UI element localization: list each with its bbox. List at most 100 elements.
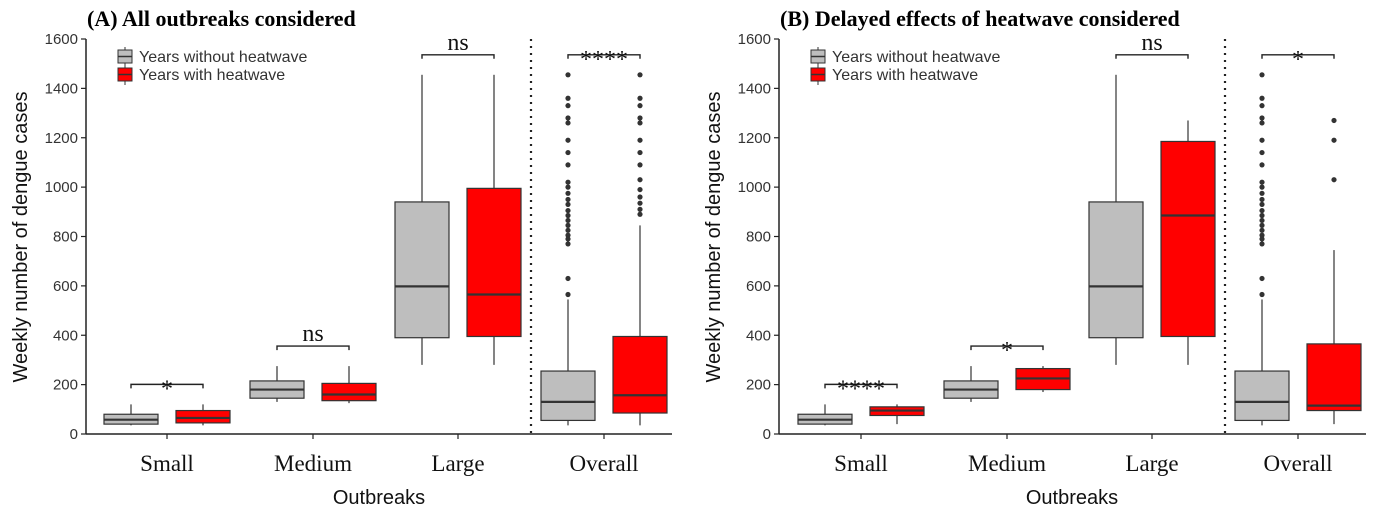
outlier-point: [637, 149, 643, 156]
y-tick-label: 1600: [45, 31, 78, 48]
outlier-point: [1259, 201, 1265, 208]
outlier-point: [637, 103, 643, 109]
outlier-point: [565, 222, 571, 228]
box-iqr: [175, 409, 231, 424]
outlier-point: [637, 115, 643, 121]
box-years-without-heatwave-large: [394, 74, 450, 365]
outlier-point: [565, 162, 571, 168]
outlier-point: [637, 137, 643, 143]
box-iqr: [321, 382, 377, 402]
significance-label-large: ns: [1141, 30, 1162, 56]
legend-label: Years with heatwave: [139, 67, 285, 84]
y-tick-label: 800: [746, 229, 771, 246]
outlier-point: [1259, 95, 1265, 101]
y-tick-label: 1200: [738, 130, 771, 147]
panel-b-plot: 0 200 400 600 800 1000 1200 1400 1600 Small Medium…: [738, 30, 1366, 476]
outlier-point: [565, 149, 571, 156]
box-years-without-heatwave-medium: [249, 366, 305, 402]
outlier-point: [1259, 241, 1265, 247]
outlier-point: [1259, 137, 1265, 143]
box-iqr: [612, 335, 668, 414]
box-years-without-heatwave-overall: [540, 72, 596, 426]
outlier-point: [637, 177, 643, 183]
outlier-point: [1259, 236, 1265, 242]
y-tick-label: 1000: [738, 179, 771, 196]
outlier-point: [1259, 184, 1265, 190]
significance-bracket: [130, 383, 204, 389]
outlier-point: [1259, 72, 1265, 78]
panel-a-y-axis-title: Weekly number of dengue cases: [10, 92, 32, 383]
outlier-point: [565, 196, 571, 203]
box-iqr: [394, 201, 450, 339]
outlier-point: [637, 211, 643, 217]
box-years-with-heatwave-small: [869, 404, 925, 425]
outlier-point: [565, 190, 571, 196]
outlier-point: [637, 120, 643, 126]
box-iqr: [1234, 370, 1290, 422]
outlier-point: [1259, 162, 1265, 168]
outlier-point: [637, 194, 643, 200]
outlier-point: [565, 241, 571, 247]
y-tick-label: 800: [53, 229, 78, 246]
outlier-point: [1259, 120, 1265, 126]
y-tick-label: 1000: [45, 179, 78, 196]
panel-b-y-axis-title: Weekly number of dengue cases: [703, 92, 725, 383]
x-tick-label-small: Small: [834, 451, 888, 476]
significance-label-small: *: [161, 376, 173, 402]
outlier-point: [1259, 207, 1265, 214]
box-iqr: [1306, 343, 1362, 412]
box-years-with-heatwave-overall: [1306, 117, 1362, 425]
y-tick-label: 600: [53, 278, 78, 295]
significance-label-medium: *: [1001, 338, 1013, 364]
outlier-point: [565, 227, 571, 233]
y-tick-label: 1200: [45, 130, 78, 147]
x-tick-label-medium: Medium: [274, 451, 352, 476]
outlier-point: [565, 207, 571, 214]
y-tick-label: 0: [70, 426, 78, 443]
y-tick-label: 1400: [738, 80, 771, 97]
box-iqr: [1160, 140, 1216, 338]
legend-item-with-heatwave: Years with heatwave: [117, 65, 285, 85]
legend-label: Years without heatwave: [832, 49, 1001, 66]
box-iqr: [540, 370, 596, 422]
outlier-point: [565, 212, 571, 219]
outlier-point: [1259, 227, 1265, 233]
y-tick-label: 1600: [738, 31, 771, 48]
y-tick-label: 400: [746, 327, 771, 344]
box-years-with-heatwave-overall: [612, 72, 668, 426]
significance-bracket: [421, 54, 495, 59]
outlier-point: [1259, 196, 1265, 203]
significance-bracket: [970, 345, 1044, 351]
panel-b-title: (B) Delayed effects of heatwave consider…: [780, 6, 1180, 31]
outlier-point: [1259, 275, 1265, 282]
x-tick-label-large: Large: [1125, 451, 1178, 476]
significance-bracket: [276, 345, 350, 351]
outlier-point: [565, 115, 571, 121]
outlier-point: [637, 186, 643, 193]
significance-label-overall: ****: [580, 47, 628, 73]
y-tick-label: 200: [746, 377, 771, 394]
outlier-point: [565, 120, 571, 126]
outlier-point: [1259, 222, 1265, 228]
panel-a-title: (A) All outbreaks considered: [87, 6, 356, 31]
legend-item-without-heatwave: Years without heatwave: [117, 47, 308, 67]
y-tick-label: 0: [763, 426, 771, 443]
outlier-point: [1259, 115, 1265, 121]
y-tick-label: 400: [53, 327, 78, 344]
outlier-point: [1259, 212, 1265, 219]
outlier-point: [565, 291, 571, 298]
panel-a-plot: 0 200 400 600 800 1000 1200 1400 1600 Small Medium…: [45, 30, 672, 476]
box-years-with-heatwave-small: [175, 404, 231, 426]
panel-a-x-axis-title: Outbreaks: [333, 487, 425, 509]
outlier-point: [637, 72, 643, 78]
outlier-point: [1259, 179, 1265, 185]
box-years-with-heatwave-large: [1160, 120, 1216, 365]
legend-item-without-heatwave: Years without heatwave: [810, 47, 1001, 67]
y-tick-label: 1400: [45, 80, 78, 97]
significance-bracket: [567, 54, 641, 59]
y-tick-label: 200: [53, 377, 78, 394]
outlier-point: [565, 184, 571, 190]
outlier-point: [1331, 137, 1337, 143]
